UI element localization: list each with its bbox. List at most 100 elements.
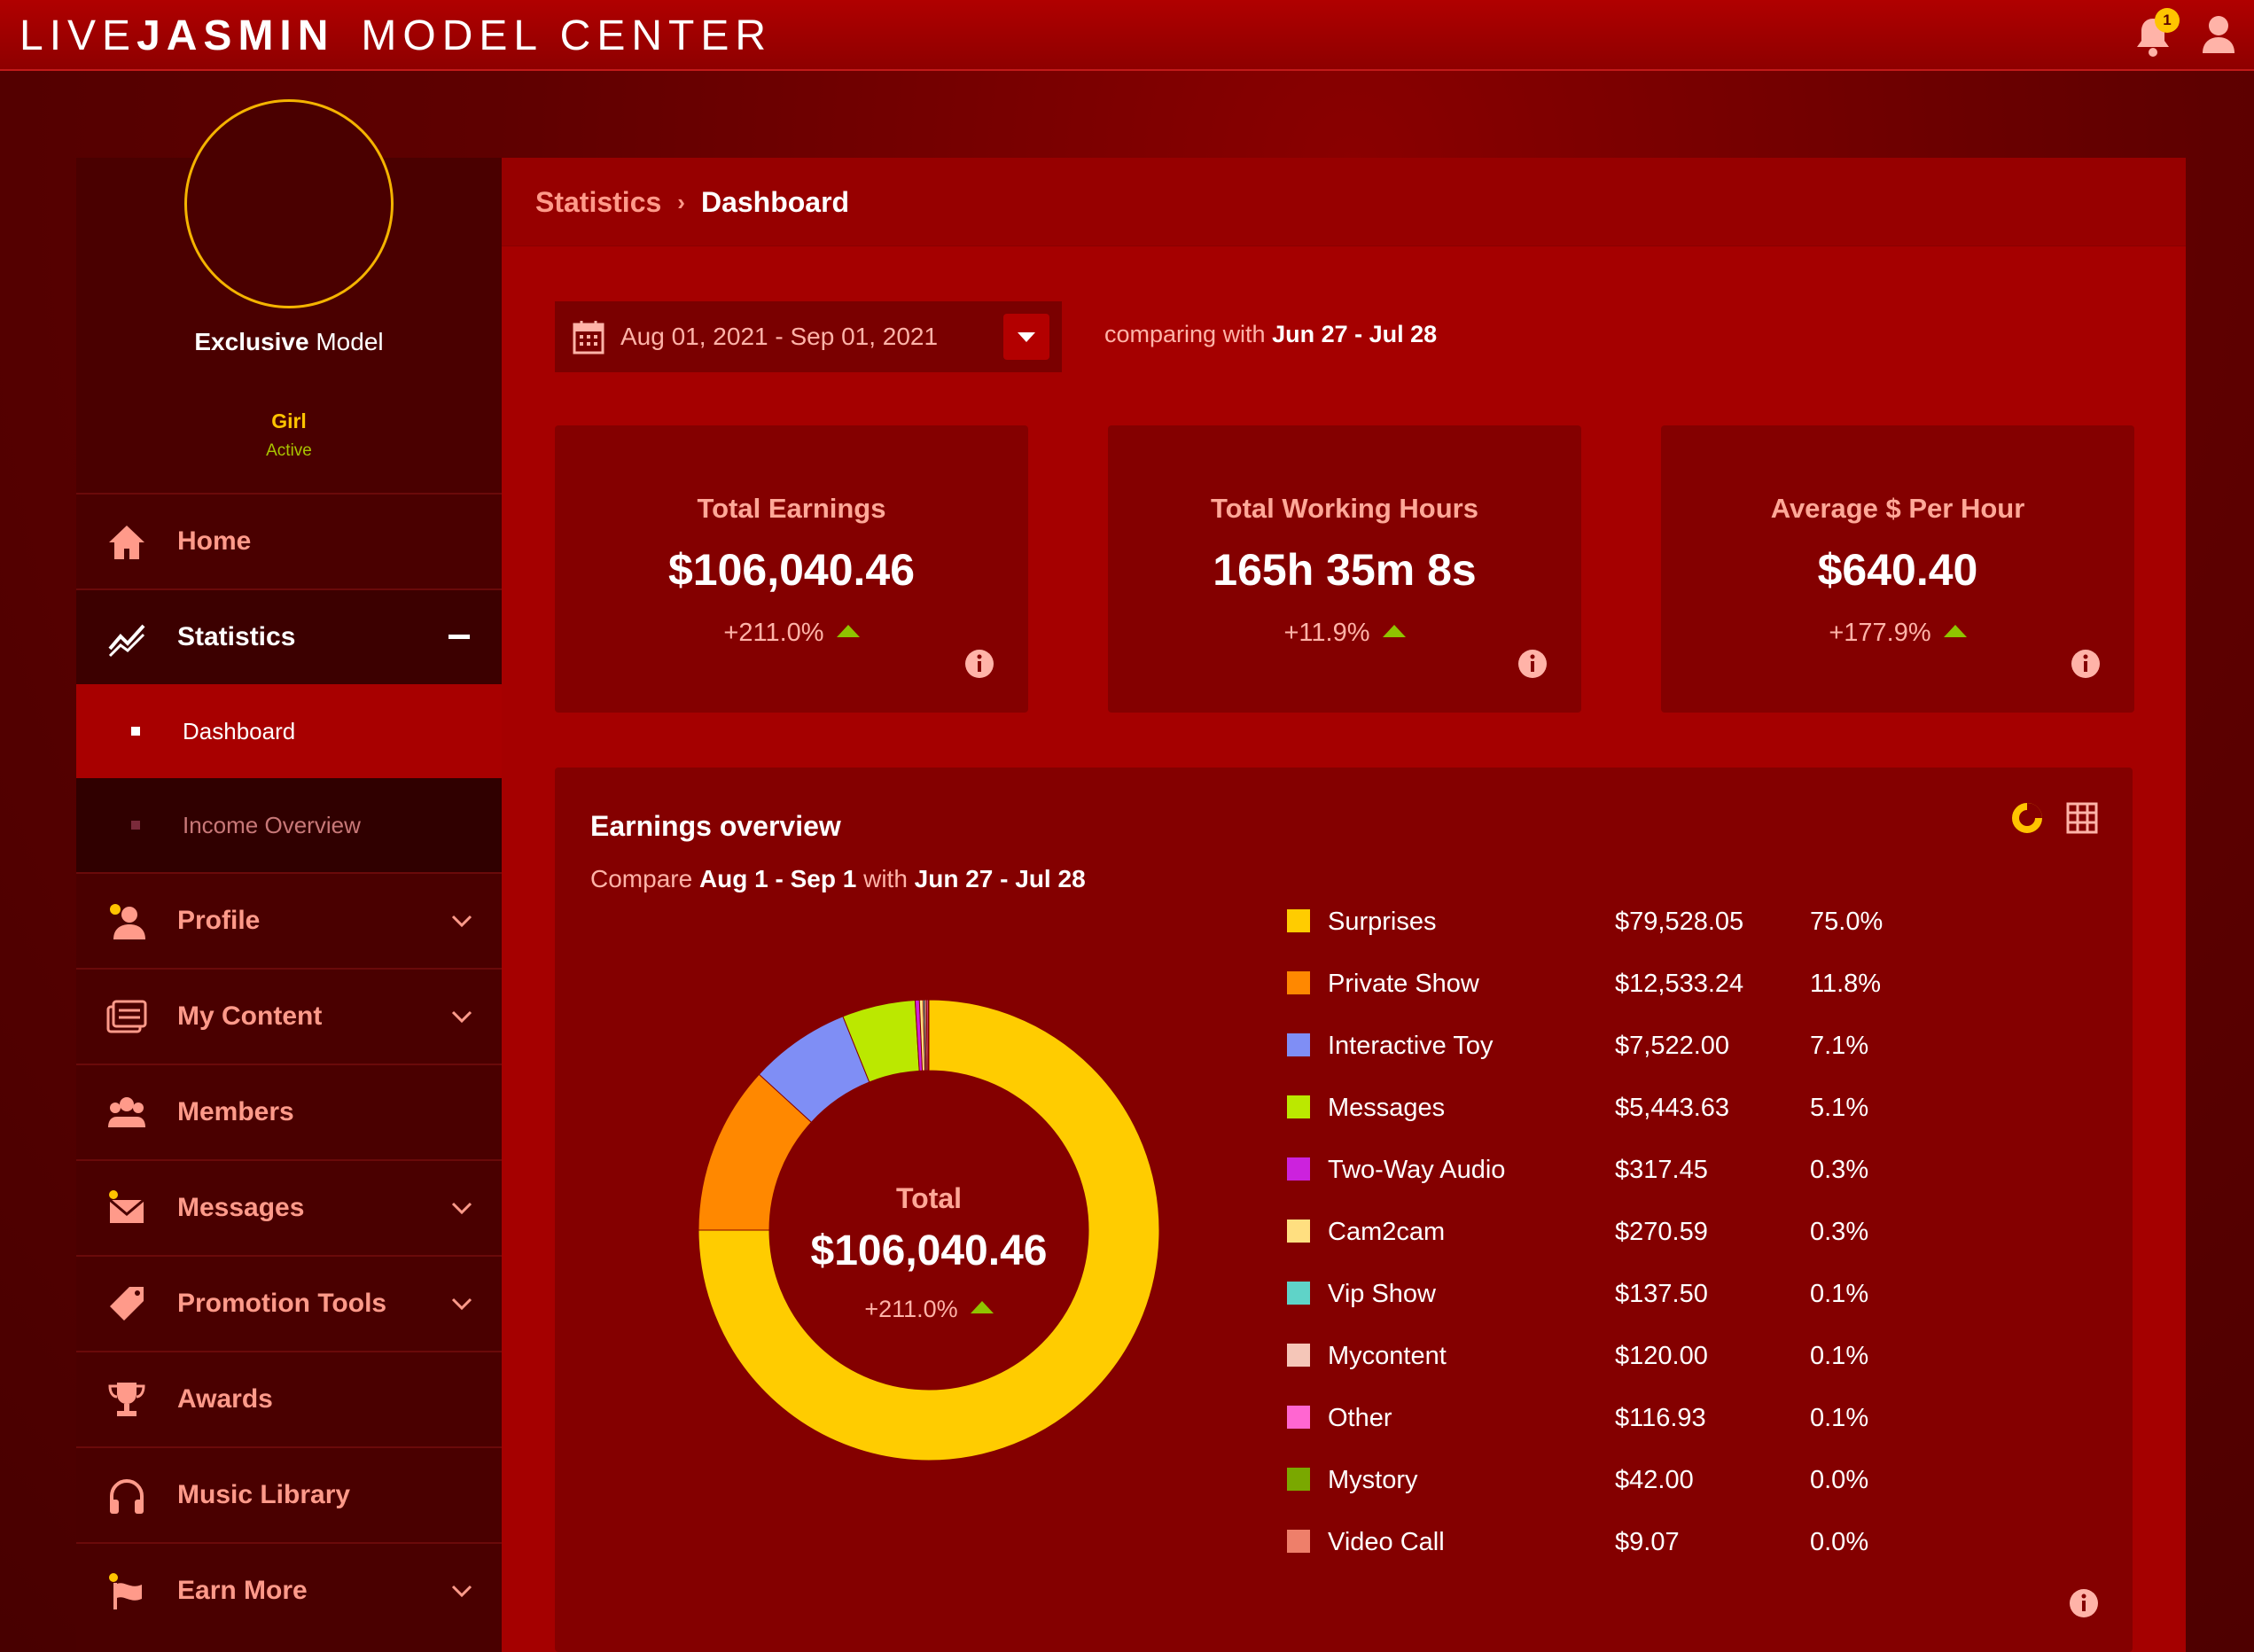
bullet-icon <box>131 821 140 830</box>
legend-swatch <box>1287 1095 1310 1118</box>
legend-row: Vip Show $137.50 0.1% <box>1287 1269 1907 1331</box>
legend-row: Two-Way Audio $317.45 0.3% <box>1287 1145 1907 1207</box>
legend-amount: $116.93 <box>1615 1404 1706 1432</box>
legend-amount: $120.00 <box>1615 1342 1708 1370</box>
sidebar-item-profile[interactable]: Profile <box>76 872 502 968</box>
top-bar: LIVEJASMIN MODEL CENTER 1 <box>0 0 2254 71</box>
panel-compare-text: Compare Aug 1 - Sep 1 with Jun 27 - Jul … <box>590 865 1086 892</box>
collapse-icon[interactable] <box>448 635 470 639</box>
home-icon <box>109 526 144 559</box>
date-range-value: Aug 01, 2021 - Sep 01, 2021 <box>620 323 939 350</box>
legend-percent: 0.1% <box>1810 1404 1869 1432</box>
card-title: Average $ Per Hour <box>1770 493 2025 524</box>
sidebar-item-awards[interactable]: Awards <box>76 1351 502 1446</box>
legend-swatch <box>1287 971 1310 994</box>
earnings-donut-chart <box>698 1000 1159 1461</box>
trend-chart-icon <box>108 624 145 658</box>
sidebar-item-statistics[interactable]: Statistics <box>76 588 502 684</box>
legend-label: Messages <box>1328 1094 1446 1122</box>
legend-label: Surprises <box>1328 908 1437 936</box>
chevron-down-icon[interactable] <box>448 1578 475 1604</box>
info-icon[interactable] <box>1517 649 1548 679</box>
up-arrow-icon <box>1943 625 1967 637</box>
sidebar-subitem-income-overview[interactable]: Income Overview <box>76 778 502 872</box>
legend-swatch <box>1287 1344 1310 1367</box>
sidebar-item-messages[interactable]: Messages <box>76 1159 502 1255</box>
trophy-icon <box>108 1383 145 1416</box>
breadcrumb-parent[interactable]: Statistics <box>535 186 662 218</box>
legend-label: Cam2cam <box>1328 1218 1446 1246</box>
logo-brand: LIVEJASMIN <box>19 12 335 59</box>
legend-label: Private Show <box>1328 970 1479 998</box>
donut-center-title: Total <box>895 1182 963 1214</box>
sidebar-nav: Home Statistics Dashboard Income Overvie… <box>76 493 502 1638</box>
card-value: $640.40 <box>1817 545 1978 595</box>
sidebar-item-my-content[interactable]: My Content <box>76 968 502 1064</box>
flag-icon <box>109 1573 142 1609</box>
total-working-hours-card: Total Working Hours 165h 35m 8s +11.9% <box>1108 425 1581 713</box>
chevron-down-icon[interactable] <box>448 1290 475 1317</box>
sidebar-subitem-label: Dashboard <box>183 717 296 744</box>
legend-label: Mystory <box>1328 1466 1418 1494</box>
donut-center: Total $106,040.46 +211.0% <box>698 1000 1159 1461</box>
date-range-picker[interactable]: Aug 01, 2021 - Sep 01, 2021 <box>555 301 1062 372</box>
card-value: $106,040.46 <box>667 545 916 595</box>
legend-label: Two-Way Audio <box>1328 1156 1506 1184</box>
info-icon[interactable] <box>2069 1588 2099 1618</box>
sidebar-item-members[interactable]: Members <box>76 1064 502 1159</box>
card-delta: +177.9% <box>1661 619 2134 648</box>
legend-amount: $317.45 <box>1615 1156 1708 1184</box>
legend-amount: $79,528.05 <box>1615 908 1744 936</box>
donut-center-delta: +211.0% <box>698 1296 1159 1323</box>
info-icon[interactable] <box>2071 649 2101 679</box>
legend-percent: 0.0% <box>1810 1466 1869 1494</box>
up-arrow-icon <box>836 625 860 637</box>
sidebar-subitem-dashboard[interactable]: Dashboard <box>76 684 502 778</box>
headphones-icon <box>110 1479 144 1514</box>
info-icon[interactable] <box>964 649 994 679</box>
card-title: Total Working Hours <box>1211 493 1478 524</box>
bell-icon[interactable]: 1 <box>2133 7 2180 58</box>
sidebar-item-label: Members <box>177 1097 294 1126</box>
user-icon[interactable] <box>2201 14 2236 58</box>
content-icon <box>106 1000 147 1033</box>
table-view-icon[interactable] <box>2065 801 2099 835</box>
breadcrumb-separator: › <box>677 189 685 215</box>
donut-center-value: $106,040.46 <box>810 1227 1048 1274</box>
legend-amount: $12,533.24 <box>1615 970 1744 998</box>
sidebar-item-home[interactable]: Home <box>76 493 502 588</box>
legend-row: Cam2cam $270.59 0.3% <box>1287 1207 1907 1269</box>
legend-row: Other $116.93 0.1% <box>1287 1393 1907 1455</box>
card-delta: +211.0% <box>555 619 1028 648</box>
legend-percent: 0.3% <box>1810 1156 1869 1184</box>
logo[interactable]: LIVEJASMIN MODEL CENTER <box>19 9 772 62</box>
sidebar-item-label: My Content <box>177 1001 323 1031</box>
legend-row: Messages $5,443.63 5.1% <box>1287 1083 1907 1145</box>
legend-swatch <box>1287 1468 1310 1491</box>
legend-percent: 0.1% <box>1810 1280 1869 1308</box>
sidebar-item-label: Home <box>177 526 252 556</box>
model-category: Girl <box>271 409 307 432</box>
legend-amount: $270.59 <box>1615 1218 1708 1246</box>
chevron-down-icon[interactable] <box>448 1003 475 1030</box>
sidebar-item-label: Earn More <box>177 1576 308 1605</box>
sidebar-item-earn-more[interactable]: Earn More <box>76 1542 502 1638</box>
donut-view-icon[interactable] <box>2010 801 2044 835</box>
avatar[interactable] <box>184 99 394 308</box>
chevron-down-icon[interactable] <box>448 1195 475 1221</box>
donut-slice-surprises[interactable] <box>698 1000 1159 1461</box>
legend-amount: $9.07 <box>1615 1528 1680 1556</box>
legend-percent: 11.8% <box>1810 970 1882 998</box>
notification-badge: 1 <box>2155 7 2180 33</box>
chevron-down-icon[interactable] <box>448 908 475 934</box>
legend-row: Mystory $42.00 0.0% <box>1287 1455 1907 1517</box>
sidebar-item-music-library[interactable]: Music Library <box>76 1446 502 1542</box>
sidebar-item-label: Statistics <box>177 622 296 651</box>
legend-swatch <box>1287 1406 1310 1429</box>
legend-percent: 75.0% <box>1810 908 1884 936</box>
sidebar-item-label: Promotion Tools <box>177 1289 387 1318</box>
average-per-hour-card: Average $ Per Hour $640.40 +177.9% <box>1661 425 2134 713</box>
sidebar-item-promotion-tools[interactable]: Promotion Tools <box>76 1255 502 1351</box>
dropdown-button[interactable] <box>1003 314 1049 360</box>
legend-swatch <box>1287 1033 1310 1056</box>
